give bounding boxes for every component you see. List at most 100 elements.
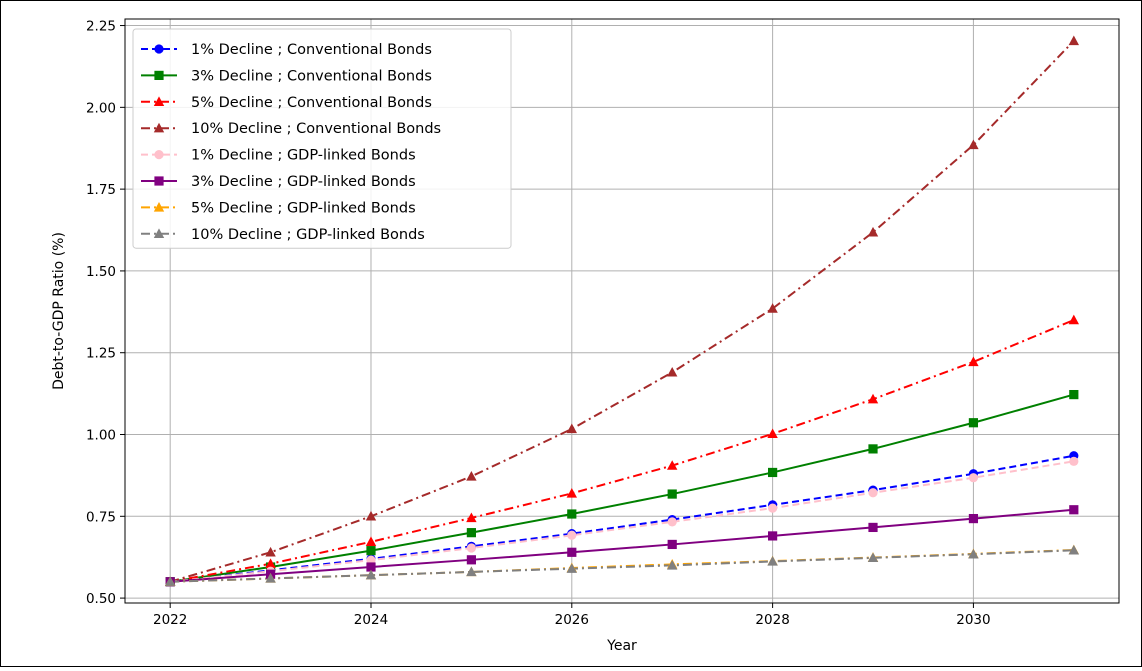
data-point [968, 513, 979, 524]
data-point [868, 444, 878, 454]
data-point [567, 509, 577, 519]
data-point [968, 418, 979, 428]
data-point [366, 546, 376, 556]
data-point [667, 539, 677, 550]
legend-marker [153, 202, 165, 212]
y-axis-ticks: 0.50 0.75 1.00 1.25 1.50 1.75 2.00 2.25 [86, 19, 125, 607]
legend-marker [154, 70, 164, 80]
data-point [164, 576, 176, 586]
legend-entry: 10% Decline ; GDP-linked Bonds [141, 227, 425, 243]
data-point [667, 460, 678, 470]
data-point [365, 536, 377, 547]
data-point [365, 569, 377, 580]
data-point [1069, 456, 1079, 466]
series-lines [169, 40, 1075, 583]
legend-marker [153, 228, 165, 238]
data-point [265, 546, 276, 557]
data-point [566, 487, 577, 498]
data-point [1068, 35, 1080, 46]
series-line-4 [170, 460, 1074, 583]
legend-label: 1% Decline ; Conventional Bonds [191, 42, 432, 58]
y-tick-label: 2.00 [86, 100, 116, 116]
series-line-2 [170, 319, 1075, 583]
data-point [868, 488, 878, 498]
legend: 1% Decline ; Conventional Bonds 3% Declin… [132, 28, 512, 249]
data-point [767, 428, 778, 439]
legend-entry: 1% Decline ; GDP-linked Bonds [141, 148, 416, 164]
data-point [767, 556, 778, 566]
data-point [365, 510, 377, 521]
y-tick-label: 1.25 [86, 346, 116, 362]
legend-marker [154, 150, 164, 160]
data-point [968, 548, 979, 559]
data-point [1068, 314, 1080, 325]
data-point [667, 559, 678, 570]
data-point [466, 555, 476, 565]
data-point [1068, 544, 1080, 555]
y-tick-label: 1.00 [86, 428, 116, 444]
y-tick-label: 0.75 [86, 509, 116, 525]
legend-entry: 3% Decline ; GDP-linked Bonds [141, 174, 416, 190]
x-axis-ticks: 2022 2024 2026 2028 2030 [153, 603, 991, 628]
x-tick-label: 2022 [153, 612, 187, 628]
legend-entry: 5% Decline ; GDP-linked Bonds [141, 200, 416, 216]
data-point [1069, 389, 1079, 400]
y-axis-label: Debt-to-GDP Ratio (%) [51, 232, 67, 390]
legend-marker [154, 44, 164, 54]
data-point [968, 139, 979, 150]
data-point [868, 522, 878, 533]
legend-label: 1% Decline ; GDP-linked Bonds [191, 148, 416, 164]
legend-box [132, 28, 512, 249]
data-point [466, 512, 477, 523]
x-tick-label: 2030 [956, 612, 990, 628]
data-point [768, 531, 778, 541]
data-point [567, 530, 577, 540]
legend-marker [154, 176, 164, 186]
series-line-1 [170, 393, 1075, 583]
data-point [867, 226, 879, 237]
legend-entry: 3% Decline ; Conventional Bonds [141, 68, 432, 84]
legend-label: 5% Decline ; GDP-linked Bonds [191, 200, 416, 216]
y-tick-label: 2.25 [86, 19, 116, 35]
data-point [667, 489, 677, 499]
series-line-5 [170, 508, 1074, 583]
data-point [566, 423, 577, 434]
y-tick-label: 1.50 [86, 264, 116, 280]
x-tick-label: 2024 [354, 612, 388, 628]
data-point [768, 503, 778, 513]
data-point [265, 558, 276, 568]
x-tick-label: 2026 [555, 612, 589, 628]
series-markers [164, 35, 1080, 587]
y-tick-label: 1.75 [86, 182, 116, 198]
y-tick-label: 0.50 [86, 591, 116, 607]
x-tick-label: 2028 [755, 612, 789, 628]
data-point [968, 356, 979, 367]
legend-marker [153, 96, 165, 106]
data-point [366, 562, 376, 572]
data-point [466, 543, 476, 553]
data-point [567, 547, 577, 557]
data-point [566, 563, 577, 573]
x-axis-label: Year [606, 638, 637, 654]
legend-label: 10% Decline ; Conventional Bonds [191, 121, 441, 137]
data-point [768, 467, 778, 478]
data-point [1069, 505, 1079, 515]
data-point [667, 517, 677, 527]
legend-entry: 1% Decline ; Conventional Bonds [141, 42, 432, 58]
series-line-3 [169, 40, 1075, 583]
data-point [466, 470, 477, 481]
data-point [466, 566, 477, 577]
data-point [667, 366, 678, 377]
legend-entry: 10% Decline ; Conventional Bonds [141, 121, 441, 137]
data-point [265, 573, 276, 583]
data-point [867, 393, 879, 404]
series-line-0 [170, 454, 1074, 583]
legend-label: 3% Decline ; Conventional Bonds [191, 68, 432, 84]
legend-label: 3% Decline ; GDP-linked Bonds [191, 174, 416, 190]
legend-label: 10% Decline ; GDP-linked Bonds [191, 227, 425, 243]
data-point [466, 528, 476, 538]
data-point [867, 552, 879, 563]
legend-marker [153, 122, 165, 133]
